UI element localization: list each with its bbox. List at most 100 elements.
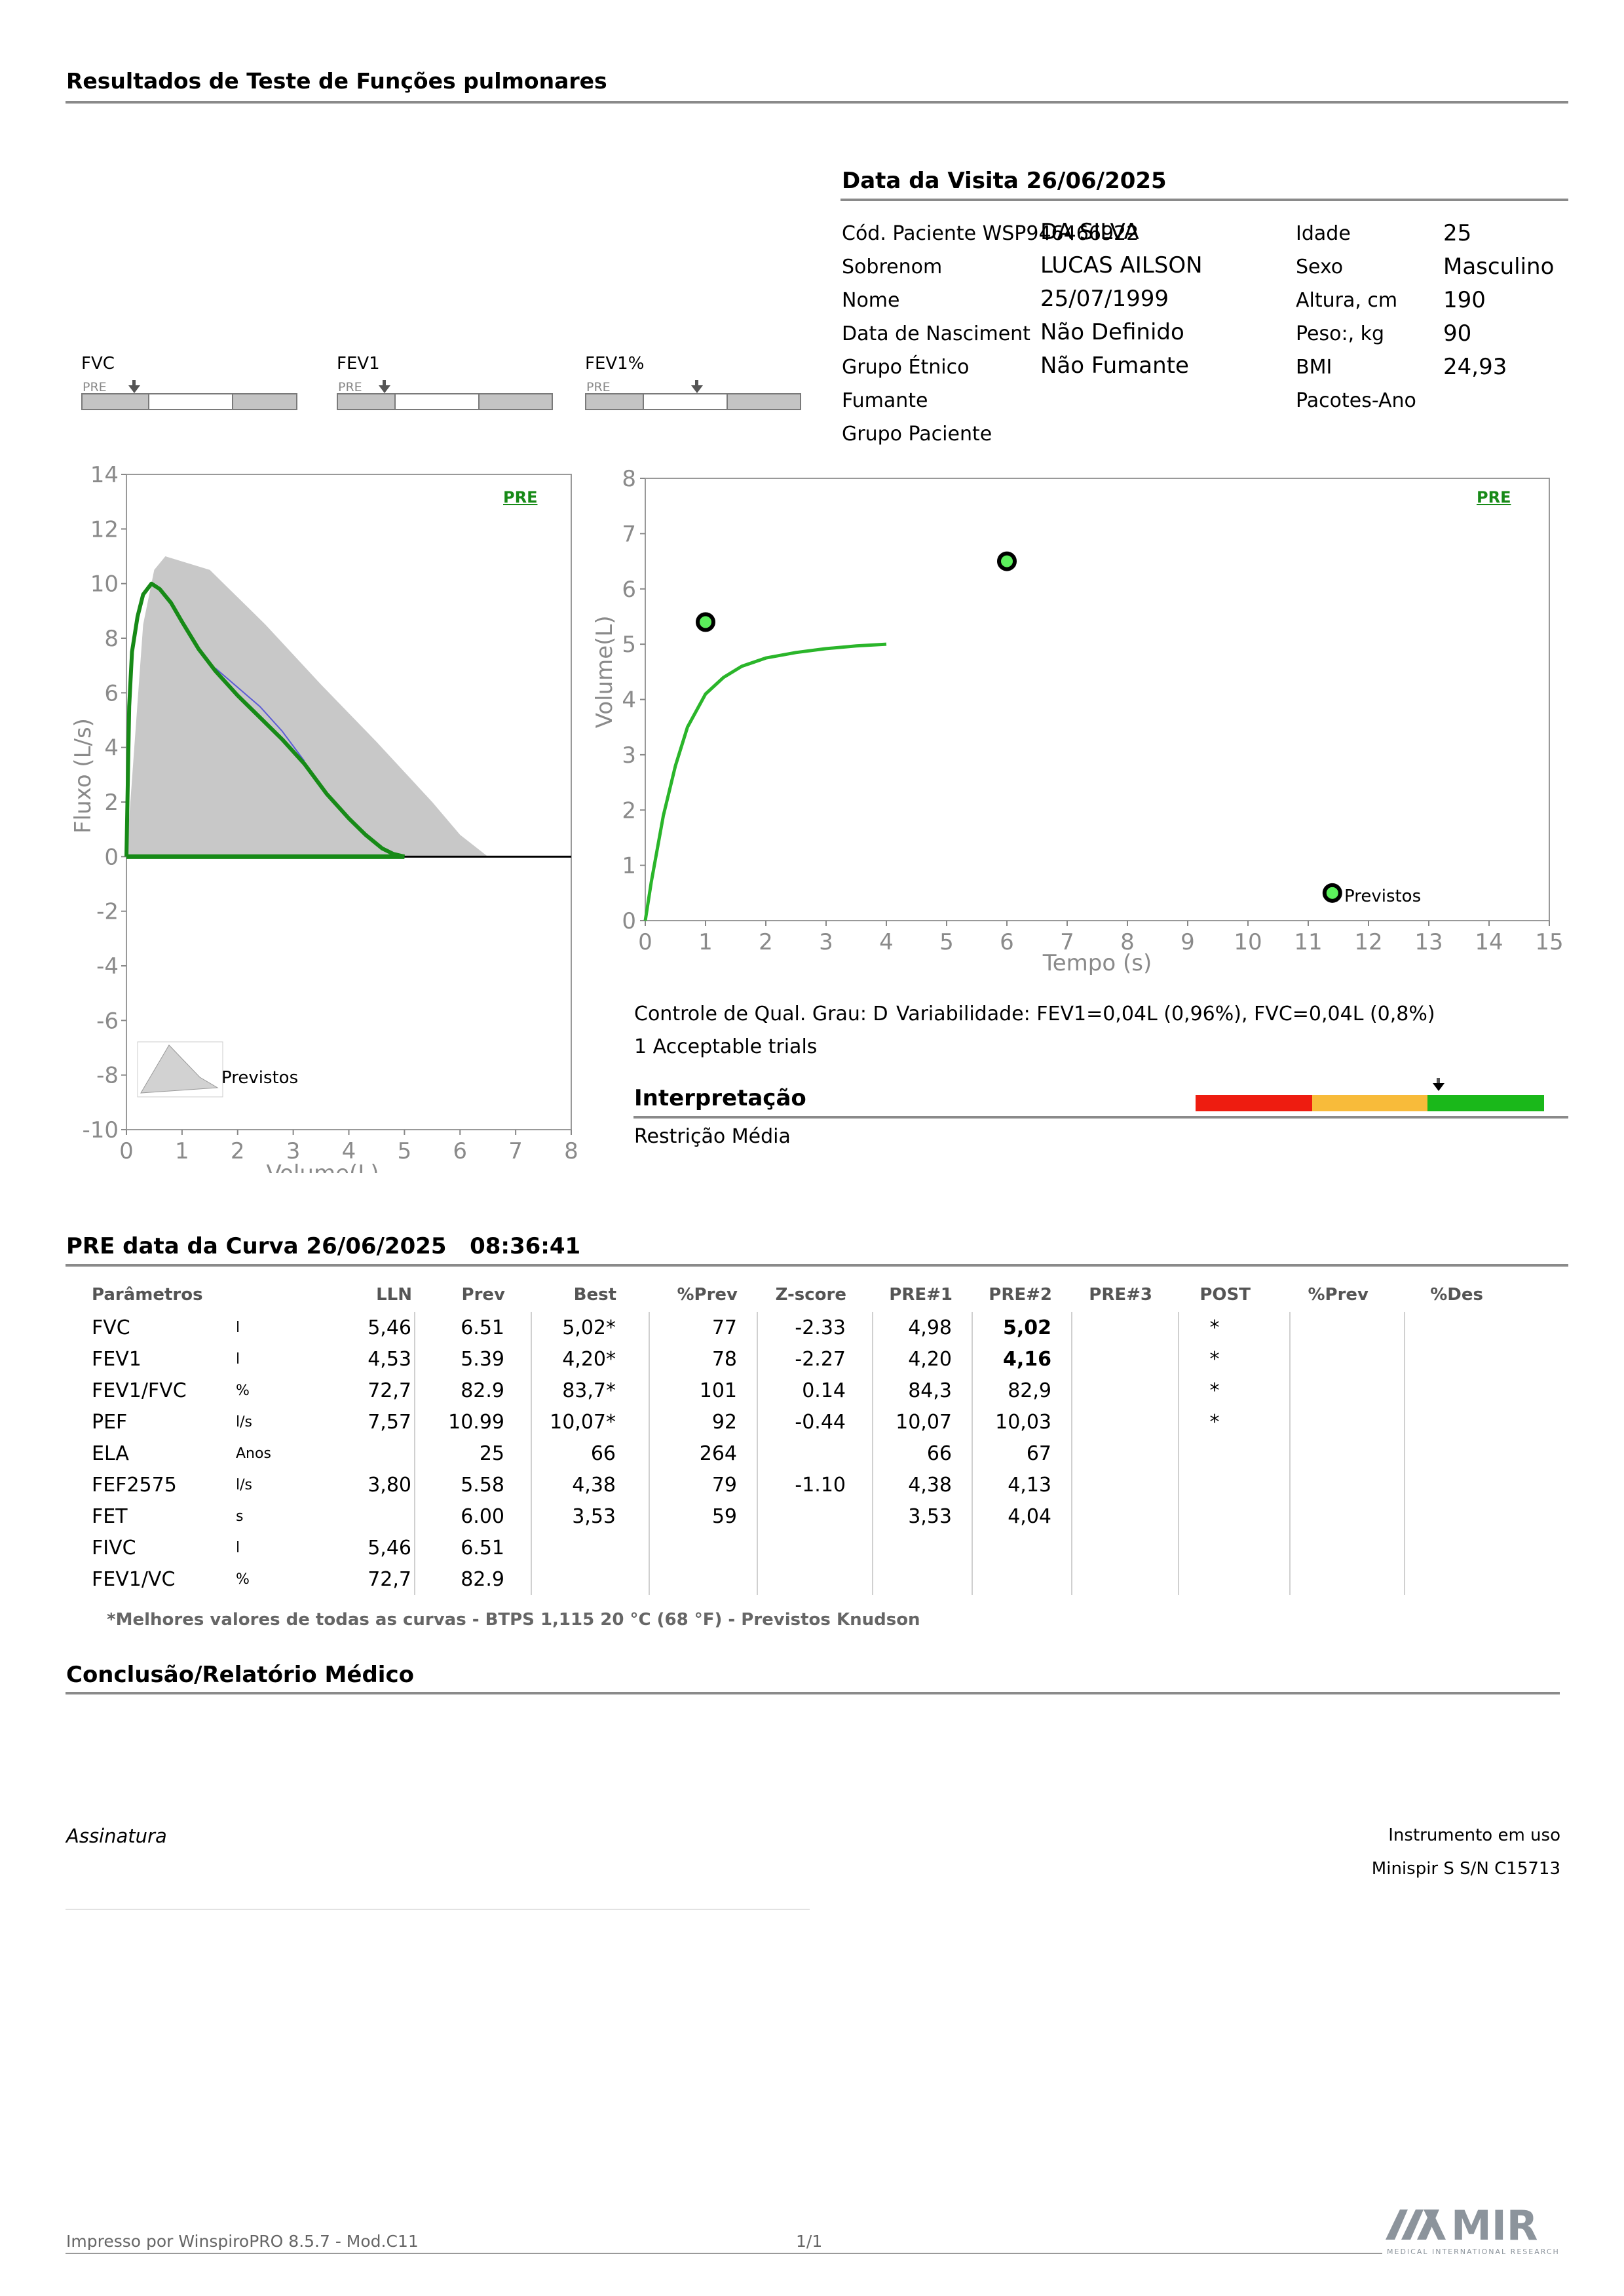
- table-cell-5-7: 4,38: [873, 1469, 973, 1501]
- time-pre2-curve: [643, 642, 887, 921]
- time-y-tick-label: 5: [622, 632, 636, 658]
- table-cell-8-9: [1072, 1563, 1179, 1595]
- table-cell-1-0: FEV1: [92, 1347, 142, 1371]
- birthdate-label: Data de Nasciment: [842, 322, 1030, 345]
- table-cell-5-1: l/s: [236, 1476, 252, 1493]
- table-cell-6-8: 4,04: [972, 1501, 1072, 1532]
- mir-logo-text: MIR: [1451, 2202, 1538, 2249]
- time-x-tick-label: 5: [939, 929, 954, 955]
- table-row: FEV1 l 4,53 5.39 4,20* 78 -2.27 4,20 4,16 *: [92, 1343, 1490, 1375]
- flow-y-axis-title: Fluxo (L/s): [70, 718, 96, 833]
- time-y-tick-label: 3: [622, 742, 636, 769]
- weight-value: 90: [1443, 320, 1472, 347]
- th-unit: [236, 1278, 321, 1312]
- table-cell-2-9: [1072, 1375, 1179, 1406]
- instrument-label: Instrumento em uso: [1388, 1826, 1560, 1845]
- table-cell-8-6: [757, 1563, 873, 1595]
- table-cell-8-4: [531, 1563, 650, 1595]
- surname-value: DA SILVA: [1040, 219, 1139, 245]
- table-cell-0-11: [1290, 1312, 1405, 1343]
- table-cell-1-2: 4,53: [321, 1343, 415, 1375]
- flow-y-tick-label: 10: [90, 571, 119, 598]
- signature-label: Assinatura: [66, 1825, 167, 1847]
- flow-y-tick-label: -4: [96, 953, 119, 980]
- flow-pre1-curve: [215, 668, 305, 762]
- table-cell-6-0: FET: [92, 1504, 128, 1528]
- fev1pct-gauge-pre: PRE: [586, 380, 611, 394]
- time-chart-legend-label: Previstos: [1344, 887, 1422, 906]
- time-predicted-point: [696, 612, 715, 632]
- interpretation-marker-icon: [1433, 1083, 1445, 1091]
- table-cell-2-10: *: [1179, 1375, 1291, 1406]
- sex-value: Masculino: [1443, 254, 1555, 280]
- table-cell-8-11: [1290, 1563, 1405, 1595]
- table-cell-4-11: [1290, 1438, 1405, 1469]
- table-cell-4-1: Anos: [236, 1445, 271, 1462]
- flow-x-tick-label: 7: [508, 1138, 523, 1164]
- table-cell-1-9: [1072, 1343, 1179, 1375]
- patient-group-label: Grupo Paciente: [842, 423, 992, 446]
- table-cell-6-2: [321, 1501, 415, 1532]
- table-cell-7-11: [1290, 1532, 1405, 1563]
- time-x-tick-label: 4: [879, 929, 894, 955]
- time-y-tick-label: 0: [622, 908, 636, 934]
- table-cell-1-4: 4,20*: [531, 1343, 650, 1375]
- table-cell-7-4: [531, 1532, 650, 1563]
- flow-x-tick-label: 0: [119, 1138, 134, 1164]
- time-x-tick-label: 7: [1060, 929, 1074, 955]
- table-cell-6-9: [1072, 1501, 1179, 1532]
- fev1-gauge-bar: [337, 393, 553, 410]
- table-cell-5-3: 5.58: [415, 1469, 532, 1501]
- th-parameters: Parâmetros: [92, 1285, 203, 1305]
- table-cell-5-12: [1405, 1469, 1490, 1501]
- time-y-tick-label: 7: [622, 521, 636, 547]
- interpretation-text: Restrição Média: [634, 1125, 791, 1148]
- table-cell-7-2: 5,46: [321, 1532, 415, 1563]
- flow-y-tick-label: 6: [104, 680, 119, 706]
- fev1-gauge-label: FEV1: [337, 354, 380, 373]
- table-cell-5-6: -1.10: [757, 1469, 873, 1501]
- table-cell-0-6: -2.33: [757, 1312, 873, 1343]
- bmi-label: BMI: [1296, 356, 1332, 379]
- fev1pct-gauge-arrow-icon: [691, 385, 703, 393]
- th-pre2: PRE#2: [989, 1285, 1052, 1305]
- table-row: FEF2575 l/s 3,80 5.58 4,38 79 -1.10 4,38 4,13: [92, 1469, 1490, 1501]
- acceptable-trials: 1 Acceptable trials: [634, 1035, 818, 1058]
- table-cell-0-12: [1405, 1312, 1490, 1343]
- table-cell-0-8: 5,02: [972, 1312, 1072, 1343]
- table-cell-6-7: 3,53: [873, 1501, 973, 1532]
- birthdate-value: 25/07/1999: [1040, 286, 1169, 312]
- flow-volume-chart: 14121086420-2-4-6-8-10012345678Volume(L)…: [70, 462, 578, 1173]
- flow-y-tick-label: 2: [104, 790, 119, 816]
- table-cell-8-0: FEV1/VC: [92, 1567, 176, 1591]
- mir-logo-subtitle: MEDICAL INTERNATIONAL RESEARCH: [1387, 2248, 1560, 2256]
- table-cell-7-8: [972, 1532, 1072, 1563]
- table-cell-3-2: 7,57: [321, 1406, 415, 1438]
- curve-title: PRE data da Curva 26/06/2025 08:36:41: [66, 1233, 581, 1259]
- table-cell-0-5: 77: [649, 1312, 758, 1343]
- time-x-tick-label: 8: [1120, 929, 1135, 955]
- table-cell-1-11: [1290, 1343, 1405, 1375]
- time-x-tick-label: 14: [1475, 929, 1503, 955]
- flow-x-tick-label: 2: [231, 1138, 245, 1164]
- time-y-tick-label: 8: [622, 466, 636, 492]
- name-label: Nome: [842, 289, 900, 312]
- sex-label: Sexo: [1296, 256, 1344, 278]
- time-predicted-point: [1322, 883, 1342, 903]
- flow-pre2-curve: [124, 581, 406, 859]
- report-title: Resultados de Teste de Funções pulmonare…: [66, 68, 607, 94]
- th-post: POST: [1199, 1285, 1251, 1305]
- table-cell-3-12: [1405, 1406, 1490, 1438]
- time-x-tick-label: 1: [698, 929, 713, 955]
- time-x-tick-label: 10: [1234, 929, 1262, 955]
- fev1-gauge-pre: PRE: [338, 380, 362, 394]
- time-x-axis-title: Tempo (s): [1042, 950, 1152, 976]
- table-cell-3-1: l/s: [236, 1413, 252, 1430]
- time-x-tick-label: 11: [1294, 929, 1322, 955]
- table-cell-6-5: 59: [649, 1501, 758, 1532]
- fev1pct-gauge-label: FEV1%: [585, 354, 645, 373]
- time-x-tick-label: 15: [1535, 929, 1563, 955]
- table-footnote: *Melhores valores de todas as curvas - B…: [107, 1610, 920, 1630]
- th-pre3: PRE#3: [1089, 1285, 1152, 1305]
- table-cell-3-11: [1290, 1406, 1405, 1438]
